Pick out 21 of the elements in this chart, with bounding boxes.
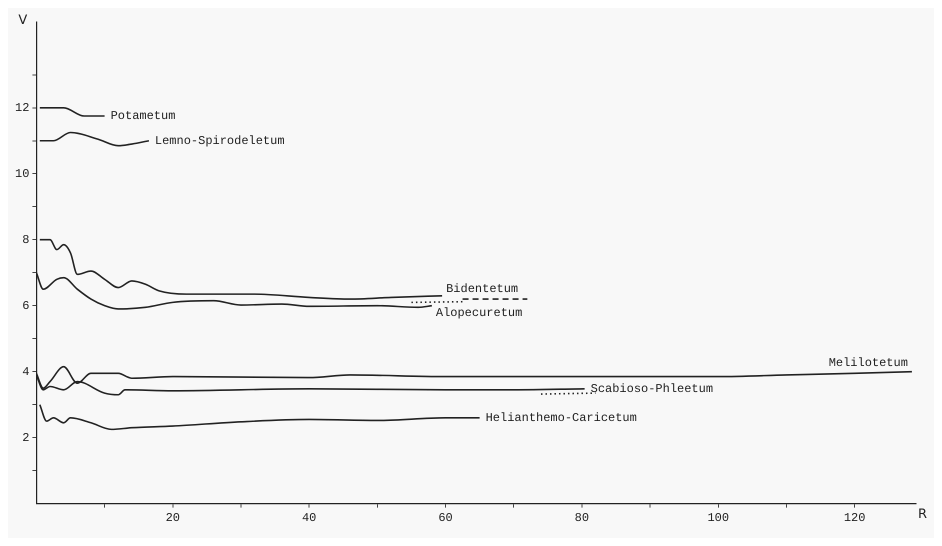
series-label: Potametum: [110, 109, 176, 124]
series-label: Alopecuretum: [436, 306, 522, 320]
y-tick-label: 2: [22, 430, 30, 445]
x-axis-title: R: [918, 506, 928, 522]
x-tick-label: 40: [302, 510, 316, 525]
x-tick-label: 60: [438, 510, 453, 525]
series-label: Scabioso-Phleetum: [590, 382, 714, 396]
y-tick-label: 8: [22, 232, 30, 247]
y-axis-title: V: [18, 13, 28, 28]
x-tick-label: 20: [166, 510, 180, 525]
y-tick-label: 6: [22, 298, 30, 313]
y-tick-label: 4: [22, 364, 30, 379]
y-tick-label: 12: [14, 100, 30, 115]
series-label: Bidentetum: [446, 282, 518, 296]
y-tick-label: 10: [14, 166, 30, 181]
series-label: Helianthemo-Caricetum: [486, 411, 637, 426]
x-tick-label: 80: [574, 510, 590, 525]
x-tick-label: 120: [844, 510, 866, 525]
series-label: Lemno-Spirodeletum: [154, 134, 285, 148]
x-tick-label: 100: [707, 510, 730, 525]
series-label: Melilotetum: [828, 356, 908, 370]
